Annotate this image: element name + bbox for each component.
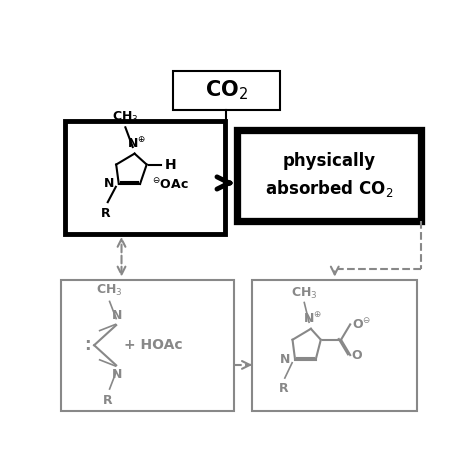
Bar [65,121,225,234]
Text: N: N [104,177,114,191]
Text: R: R [101,207,111,219]
Text: CH$_3$: CH$_3$ [112,110,139,126]
Text: O$^{\ominus}$: O$^{\ominus}$ [352,317,371,332]
Text: physically
absorbed CO$_2$: physically absorbed CO$_2$ [265,152,393,199]
Text: CH$_3$: CH$_3$ [96,283,122,298]
Text: O: O [352,348,362,362]
Text: N: N [280,353,291,366]
Text: N$^{\oplus}$: N$^{\oplus}$ [303,311,322,326]
Bar [237,130,421,221]
Text: :: : [84,336,91,354]
Text: R: R [279,383,288,395]
Text: + HOAc: + HOAc [124,338,182,352]
Bar [173,72,280,110]
Text: N$^{\oplus}$: N$^{\oplus}$ [127,136,146,151]
Text: N: N [112,309,122,322]
Text: H: H [165,157,177,172]
Text: $^{\ominus}$OAc: $^{\ominus}$OAc [152,177,189,192]
Text: R: R [103,394,113,407]
Text: CO$_2$: CO$_2$ [205,79,248,102]
Text: CH$_3$: CH$_3$ [291,286,318,301]
Bar [252,280,418,411]
Bar [61,280,234,411]
Text: N: N [112,368,122,381]
